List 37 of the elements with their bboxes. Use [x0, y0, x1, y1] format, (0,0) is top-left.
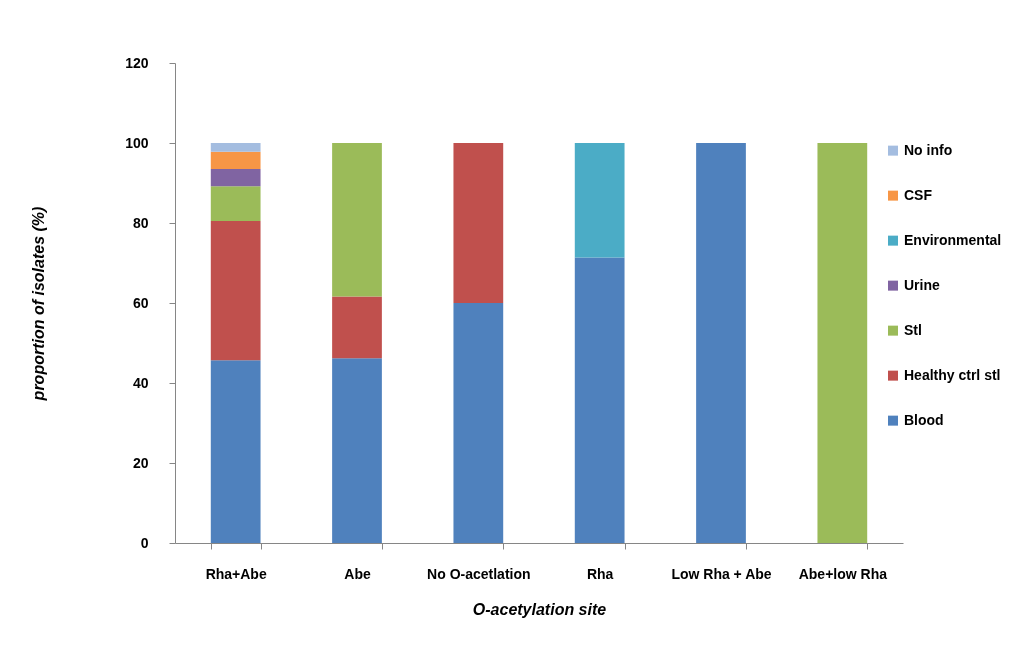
bar: [210, 169, 261, 187]
x-tick-label: No O-acetlation: [427, 565, 531, 582]
bar: [574, 143, 625, 258]
bar: [696, 143, 746, 543]
legend-label: Stl: [904, 321, 922, 338]
bar: [817, 143, 868, 543]
x-tick-label: Low Rha + Abe: [671, 565, 772, 582]
x-axis-title: O-acetylation site: [472, 600, 607, 618]
y-tick-label: 20: [132, 454, 149, 471]
bar: [453, 303, 504, 543]
x-tick-label: Abe+low Rha: [798, 565, 888, 582]
legend-label: CSF: [904, 186, 933, 203]
bar: [210, 221, 261, 361]
y-tick-label: 120: [125, 54, 149, 71]
y-tick-label: 60: [132, 294, 149, 311]
y-axis-title: proportion of isolates (%): [30, 206, 48, 402]
legend-label: Blood: [904, 411, 944, 428]
bar: [210, 151, 261, 169]
legend-label: Urine: [904, 276, 940, 293]
bar: [332, 358, 382, 543]
bar: [332, 143, 382, 297]
bar: [210, 143, 261, 152]
bar: [210, 186, 261, 221]
x-tick-label: Abe: [344, 565, 371, 582]
legend-label: Healthy ctrl stl: [904, 366, 1001, 383]
y-tick-label: 40: [132, 374, 149, 391]
y-tick-label: 80: [132, 214, 149, 231]
legend-label: Environmental: [904, 231, 1002, 248]
legend-label: No info: [904, 141, 953, 158]
bar: [453, 143, 504, 303]
y-tick-label: 0: [140, 534, 149, 551]
x-tick-label: Rha: [586, 565, 614, 582]
bar: [574, 257, 625, 543]
bar: [210, 360, 261, 543]
x-tick-label: Rha+Abe: [205, 565, 267, 582]
y-tick-label: 100: [125, 134, 149, 151]
bar: [332, 296, 382, 359]
